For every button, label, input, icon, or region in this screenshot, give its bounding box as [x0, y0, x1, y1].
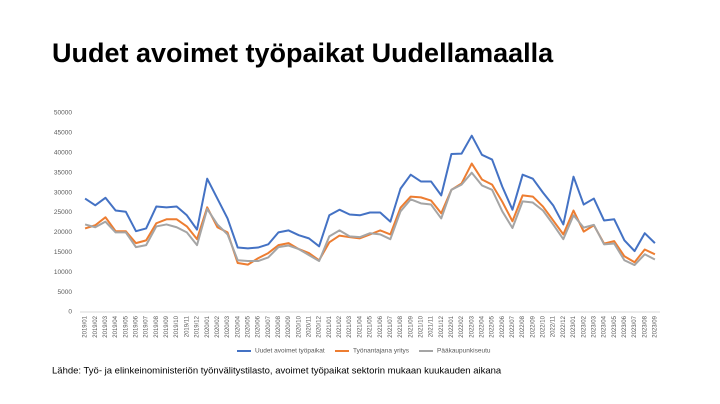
x-tick-label: 2020/05	[245, 315, 251, 337]
x-tick-label: 2023/05	[612, 315, 618, 337]
x-tick-label: 2019/01	[83, 315, 89, 337]
x-tick-label: 2021/02	[337, 315, 343, 337]
x-tick-label: 2019/02	[93, 315, 99, 337]
x-tick-label: 2019/07	[144, 315, 150, 337]
y-tick-label: 25000	[54, 209, 72, 216]
x-tick-label: 2022/05	[490, 315, 496, 337]
x-tick-label: 2021/03	[347, 315, 353, 337]
x-tick-label: 2022/04	[480, 315, 486, 337]
x-tick-label: 2022/08	[520, 315, 526, 337]
x-tick-label: 2022/06	[500, 315, 506, 337]
y-tick-label: 0	[68, 309, 72, 316]
x-tick-label: 2021/04	[357, 315, 363, 337]
y-tick-label: 35000	[54, 169, 72, 176]
x-tick-label: 2023/02	[581, 315, 587, 337]
x-tick-label: 2023/09	[652, 315, 658, 337]
line-series	[84, 134, 656, 253]
x-tick-label: 2020/09	[286, 315, 292, 337]
y-tick-label: 30000	[54, 189, 72, 196]
x-tick-label: 2020/01	[205, 315, 211, 337]
x-tick-label: 2022/09	[530, 315, 536, 337]
x-tick-label: 2019/08	[154, 315, 160, 337]
x-tick-label: 2020/02	[215, 315, 221, 337]
y-tick-label: 15000	[54, 249, 72, 256]
x-tick-label: 2021/09	[408, 315, 414, 337]
line-series	[84, 171, 656, 267]
y-tick-label: 5000	[58, 289, 73, 296]
x-tick-label: 2023/08	[642, 315, 648, 337]
x-tick-label: 2023/03	[591, 315, 597, 337]
y-tick-label: 50000	[54, 110, 72, 117]
x-tick-label: 2019/04	[113, 315, 119, 337]
chart-title: Uudet avoimet työpaikat Uudellamaalla	[52, 38, 554, 68]
x-tick-label: 2023/06	[622, 315, 628, 337]
x-tick-label: 2022/12	[561, 315, 567, 337]
x-tick-label: 2021/08	[398, 315, 404, 337]
x-tick-label: 2019/12	[195, 315, 201, 337]
x-tick-label: 2019/11	[184, 315, 190, 337]
legend-label: Pääkaupunkiseutu	[437, 348, 491, 355]
x-tick-label: 2019/03	[103, 315, 109, 337]
x-tick-label: 2020/10	[296, 315, 302, 337]
x-tick-label: 2020/11	[307, 315, 313, 337]
x-tick-label: 2022/10	[541, 315, 547, 337]
x-tick-label: 2019/09	[164, 315, 170, 337]
y-tick-label: 20000	[54, 229, 72, 236]
y-tick-label: 45000	[54, 130, 72, 137]
legend-label: Työnantajana yritys	[353, 348, 410, 355]
x-tick-label: 2022/11	[551, 315, 557, 337]
x-tick-label: 2022/02	[459, 315, 465, 337]
line-series	[84, 162, 656, 266]
x-tick-label: 2021/12	[439, 315, 445, 337]
legend-label: Uudet avoimet työpaikat	[255, 348, 325, 355]
x-tick-label: 2021/07	[388, 315, 394, 337]
x-tick-label: 2023/07	[632, 315, 638, 337]
x-tick-label: 2022/07	[510, 315, 516, 337]
x-tick-label: 2020/06	[256, 315, 262, 337]
x-tick-label: 2021/11	[429, 315, 435, 337]
x-tick-label: 2020/07	[266, 315, 272, 337]
x-tick-label: 2022/03	[469, 315, 475, 337]
x-tick-label: 2020/12	[317, 315, 323, 337]
x-tick-label: 2023/04	[602, 315, 608, 337]
y-tick-label: 40000	[54, 150, 72, 157]
x-tick-label: 2019/10	[174, 315, 180, 337]
source-note: Lähde: Työ- ja elinkeinoministeriön työn…	[52, 366, 502, 377]
x-tick-label: 2020/03	[225, 315, 231, 337]
x-tick-label: 2021/06	[378, 315, 384, 337]
x-tick-label: 2021/01	[327, 315, 333, 337]
x-tick-label: 2022/01	[449, 315, 455, 337]
x-tick-label: 2020/08	[276, 315, 282, 337]
y-tick-label: 10000	[54, 269, 72, 276]
x-tick-label: 2021/10	[418, 315, 424, 337]
x-tick-label: 2019/06	[134, 315, 140, 337]
x-tick-label: 2020/04	[235, 315, 241, 337]
x-tick-label: 2019/05	[123, 315, 129, 337]
x-tick-label: 2021/05	[368, 315, 374, 337]
x-tick-label: 2023/01	[571, 315, 577, 337]
